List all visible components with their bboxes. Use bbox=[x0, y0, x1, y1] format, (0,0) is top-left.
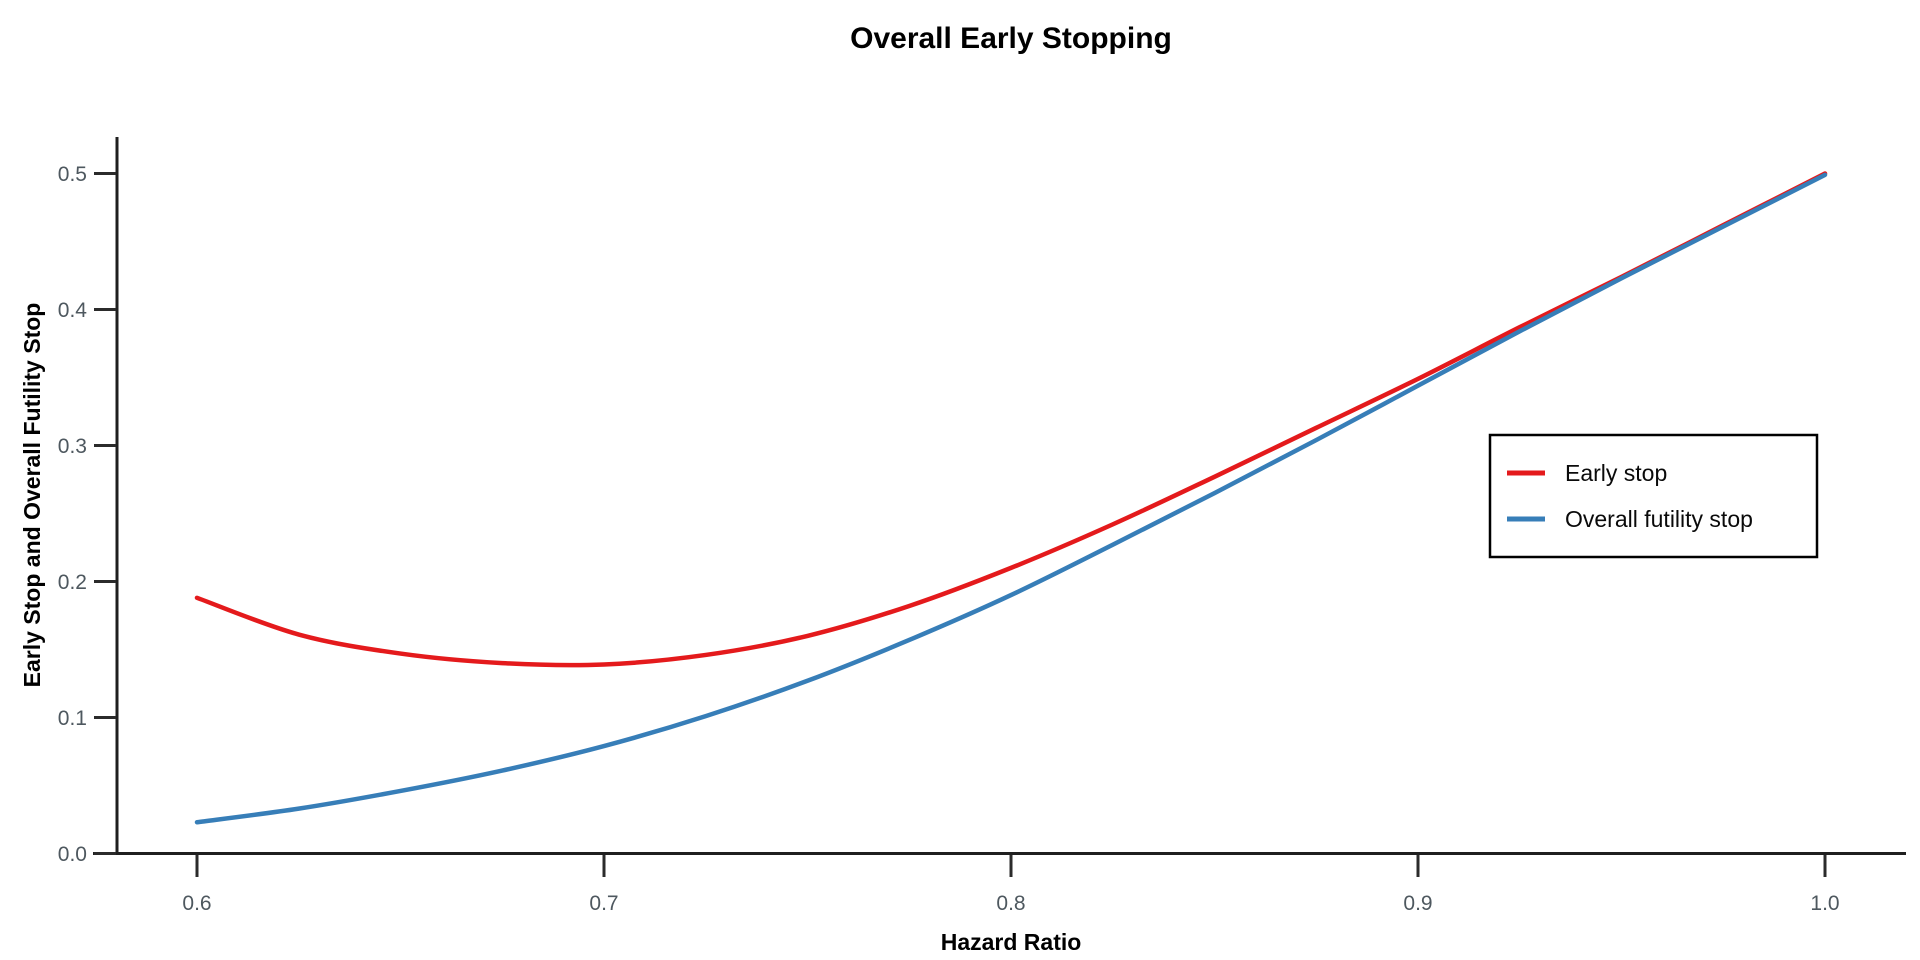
x-tick-label: 1.0 bbox=[1810, 892, 1839, 915]
legend-item-early-stop: Early stop bbox=[1507, 460, 1667, 486]
y-axis-ticks: 0.0 0.1 0.2 0.3 0.4 0.5 bbox=[58, 163, 116, 866]
legend-item-overall-futility-stop: Overall futility stop bbox=[1507, 506, 1753, 532]
x-tick-label: 0.8 bbox=[996, 892, 1025, 915]
y-tick-label: 0.1 bbox=[58, 707, 87, 730]
x-axis-label: Hazard Ratio bbox=[941, 929, 1082, 955]
series-line-early-stop bbox=[194, 171, 1828, 668]
x-axis-ticks: 0.6 0.7 0.8 0.9 1.0 bbox=[182, 855, 1840, 915]
x-tick-label: 0.9 bbox=[1403, 892, 1432, 915]
y-tick-label: 0.5 bbox=[58, 163, 87, 186]
y-tick-label: 0.4 bbox=[58, 299, 88, 322]
chart-title: Overall Early Stopping bbox=[850, 22, 1172, 55]
y-tick-label: 0.3 bbox=[58, 435, 87, 458]
plot-series bbox=[194, 171, 1828, 825]
y-tick-label: 0.2 bbox=[58, 571, 87, 594]
x-tick-label: 0.6 bbox=[182, 892, 211, 915]
legend-label-overall-futility-stop: Overall futility stop bbox=[1565, 506, 1753, 532]
series-line-overall-futility-stop bbox=[194, 172, 1828, 825]
x-tick-label: 0.7 bbox=[589, 892, 618, 915]
legend-label-early-stop: Early stop bbox=[1565, 460, 1667, 486]
legend-box bbox=[1488, 433, 1819, 559]
legend: Early stop Overall futility stop bbox=[1488, 433, 1819, 559]
y-axis-label: Early Stop and Overall Futility Stop bbox=[19, 303, 45, 688]
y-tick-label: 0.0 bbox=[58, 843, 87, 866]
